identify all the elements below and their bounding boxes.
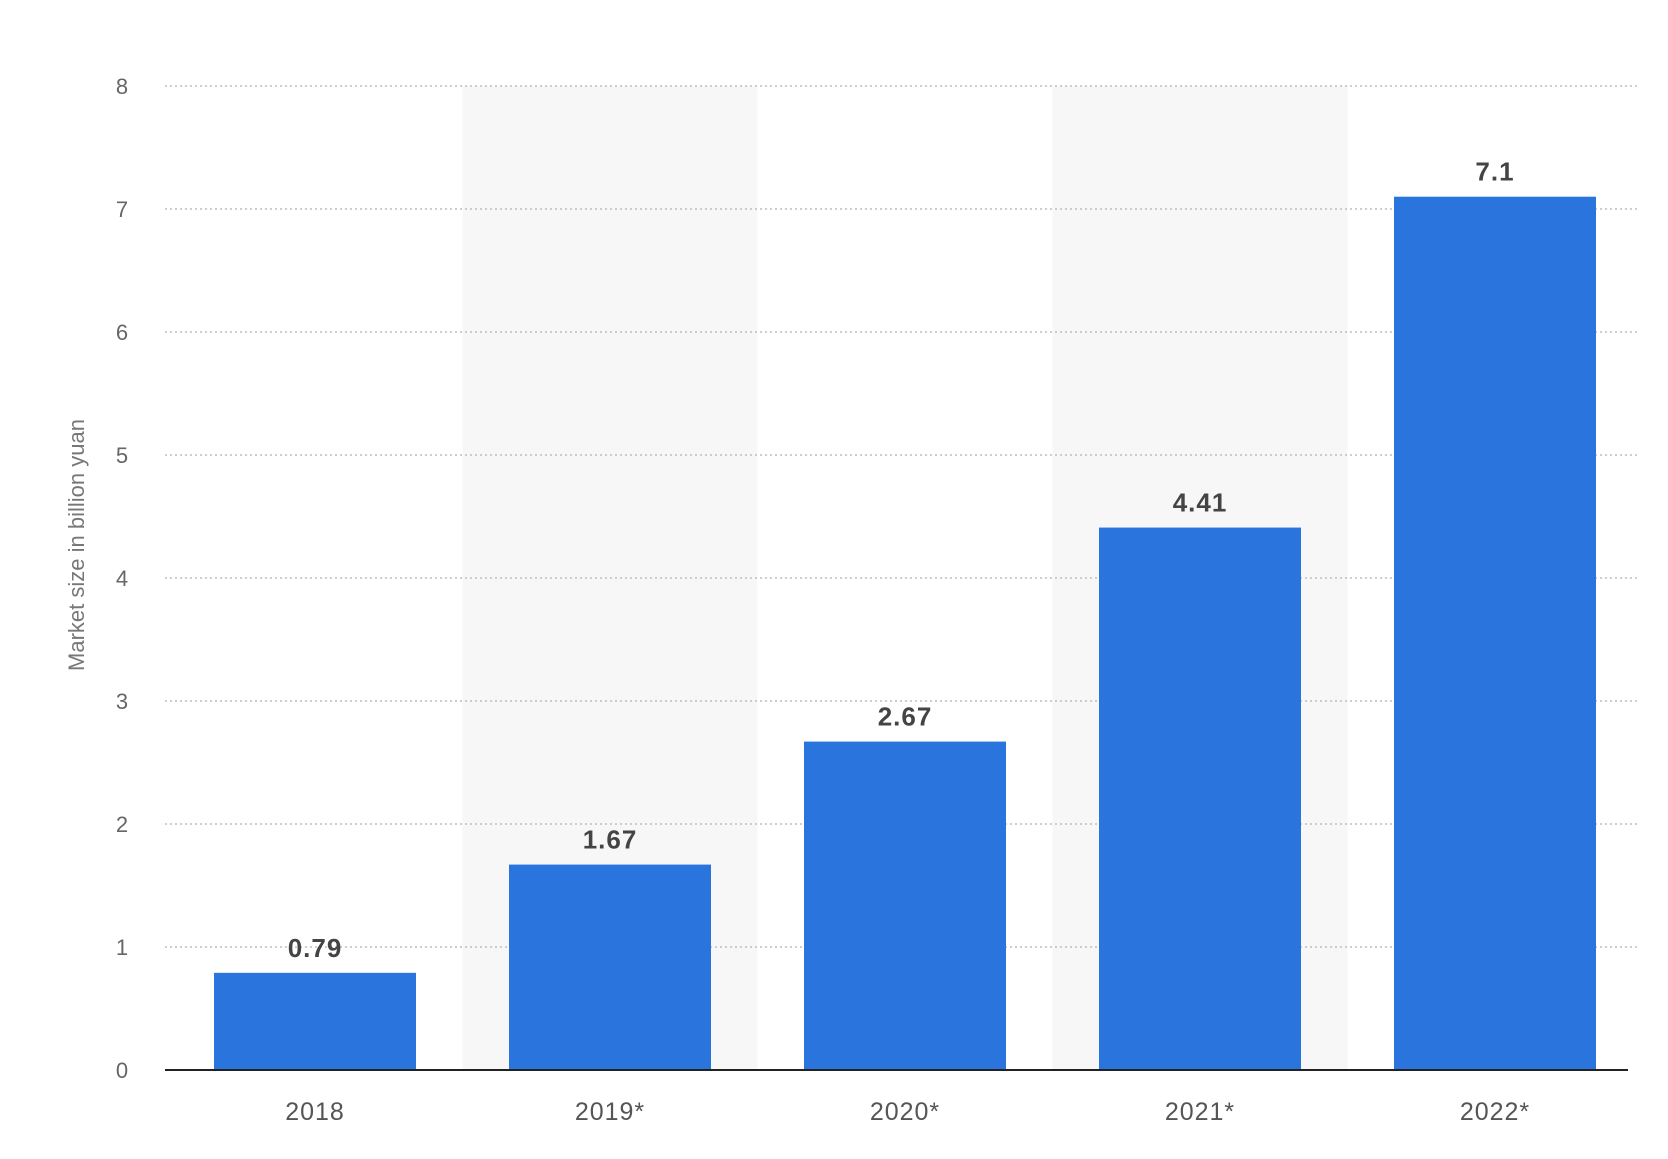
- bars: [165, 196, 1628, 1071]
- labels: 0 1 2 3 4 5 6 7 8 0.79 2018 1.67 2019* 2.67 2020* 4.41 2…: [116, 74, 1530, 1126]
- x-tick-label: 2019*: [575, 1098, 645, 1126]
- y-tick-label: 6: [116, 320, 128, 345]
- x-tick-label: 2020*: [870, 1098, 940, 1126]
- y-tick-label: 2: [116, 812, 128, 837]
- data-label: 0.79: [288, 933, 343, 963]
- y-tick-label: 4: [116, 566, 128, 591]
- data-label: 2.67: [878, 702, 933, 732]
- bar-2018: [214, 972, 416, 1070]
- bar-2022: [1394, 196, 1596, 1070]
- y-tick-label: 7: [116, 197, 128, 222]
- y-tick-label: 5: [116, 443, 128, 468]
- x-tick-label: 2021*: [1165, 1098, 1235, 1126]
- bar-2019: [509, 864, 711, 1070]
- data-label: 7.1: [1475, 157, 1514, 187]
- x-tick-label: 2018: [285, 1098, 345, 1126]
- bar-2020: [804, 741, 1006, 1070]
- y-tick-label: 8: [116, 74, 128, 99]
- data-label: 4.41: [1173, 488, 1228, 518]
- y-tick-label: 0: [116, 1058, 128, 1083]
- y-tick-label: 1: [116, 935, 128, 960]
- x-tick-label: 2022*: [1460, 1098, 1530, 1126]
- bar-2021: [1099, 527, 1301, 1070]
- data-label: 1.67: [583, 825, 638, 855]
- y-tick-label: 3: [116, 689, 128, 714]
- y-axis-title: Market size in billion yuan: [64, 419, 89, 671]
